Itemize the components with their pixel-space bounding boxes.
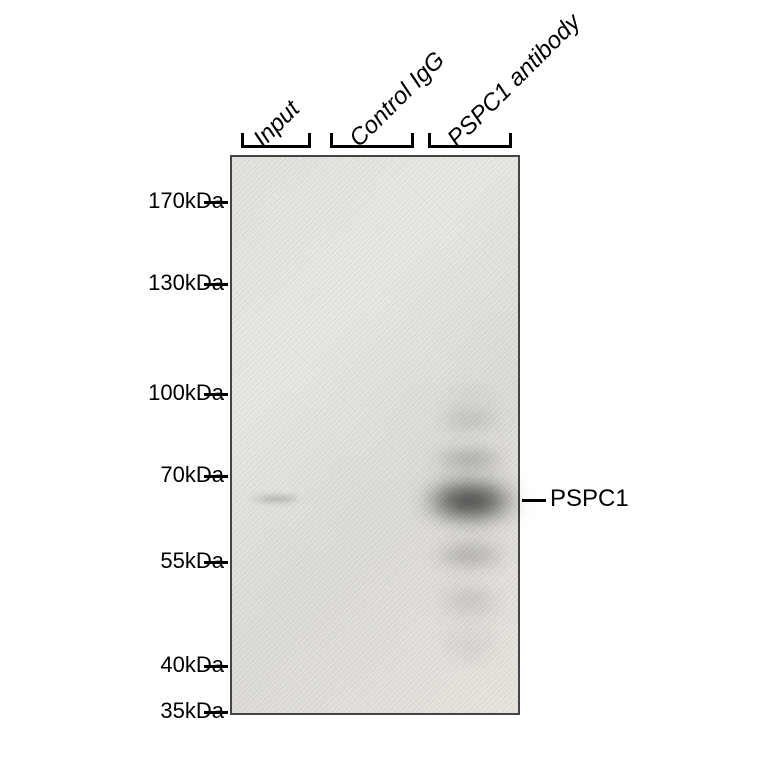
marker-tick xyxy=(204,711,228,714)
marker-tick xyxy=(204,561,228,564)
blot-band xyxy=(248,495,304,503)
marker-tick xyxy=(204,283,228,286)
lane-label: PSPC1 antibody xyxy=(442,9,586,153)
blot-band xyxy=(437,590,503,612)
marker-tick xyxy=(204,475,228,478)
marker-tick xyxy=(204,201,228,204)
target-band-label: PSPC1 xyxy=(550,485,629,513)
blot-band xyxy=(440,392,500,406)
blot-membrane xyxy=(230,155,520,715)
blot-band xyxy=(431,543,509,567)
lane-bar-end xyxy=(241,133,244,145)
lane-bar xyxy=(428,145,512,148)
lane-bar-end xyxy=(308,133,311,145)
lane-bar xyxy=(330,145,414,148)
target-band-tick xyxy=(522,499,546,502)
lane-label: Control IgG xyxy=(344,46,451,153)
blot-band xyxy=(442,634,498,656)
lane-bar-end xyxy=(509,133,512,145)
blot-band xyxy=(420,478,520,524)
lane-bar xyxy=(241,145,311,148)
blot-band xyxy=(430,450,510,468)
blot-region: InputControl IgGPSPC1 antibody xyxy=(230,155,520,715)
lane-bar-end xyxy=(428,133,431,145)
blot-band xyxy=(434,413,506,429)
blot-grain xyxy=(232,157,518,713)
marker-tick xyxy=(204,393,228,396)
marker-tick xyxy=(204,665,228,668)
lane-bar-end xyxy=(411,133,414,145)
lane-bar-end xyxy=(330,133,333,145)
